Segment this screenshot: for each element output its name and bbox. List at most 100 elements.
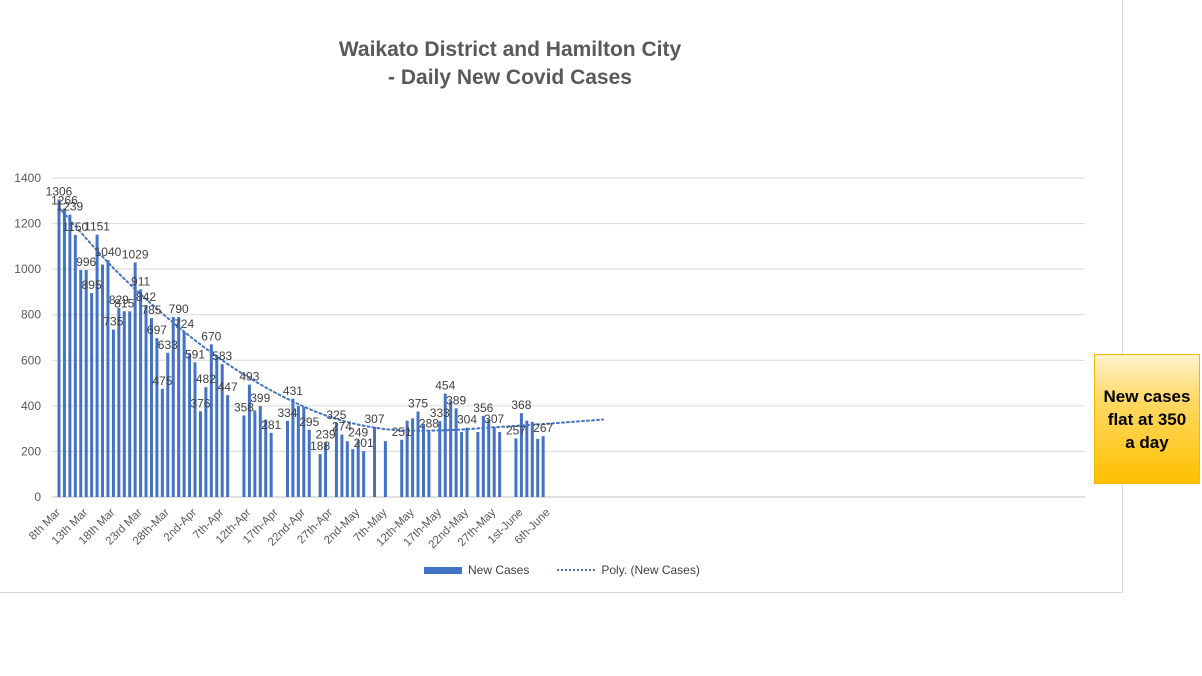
y-tick-label: 200 xyxy=(21,444,41,458)
data-label: 288 xyxy=(419,416,439,430)
data-label: 201 xyxy=(354,436,374,450)
bar xyxy=(291,398,295,497)
data-label: 493 xyxy=(239,370,259,384)
bar xyxy=(73,234,77,497)
legend-swatch-new-cases xyxy=(424,566,462,574)
data-label: 399 xyxy=(250,391,270,405)
data-label: 633 xyxy=(158,338,178,352)
trendline-poly xyxy=(58,206,604,432)
bar xyxy=(530,421,534,497)
y-tick-label: 800 xyxy=(21,308,41,322)
data-label: 389 xyxy=(446,393,466,407)
data-label: 475 xyxy=(152,374,172,388)
data-label: 431 xyxy=(283,384,303,398)
chart-title-line-1: Waikato District and Hamilton City xyxy=(338,38,682,61)
data-label: 376 xyxy=(190,396,210,410)
y-axis-ticks: 0 200 400 600 800 1000 1200 1400 xyxy=(14,171,41,504)
y-tick-label: 1200 xyxy=(14,217,41,231)
bar xyxy=(264,419,268,497)
data-label: 295 xyxy=(299,415,319,429)
data-label: 1239 xyxy=(57,200,84,214)
bar xyxy=(128,311,132,497)
bar xyxy=(133,262,137,497)
bar xyxy=(318,454,322,497)
bar xyxy=(177,316,181,497)
data-label: 670 xyxy=(201,329,221,343)
bar xyxy=(421,424,425,497)
data-label: 697 xyxy=(147,323,167,337)
y-tick-label: 400 xyxy=(21,399,41,413)
bar xyxy=(79,270,83,497)
data-label: 591 xyxy=(185,347,205,361)
bar xyxy=(525,420,529,497)
bar xyxy=(155,338,159,497)
data-label: 447 xyxy=(218,380,238,394)
bar xyxy=(106,260,110,497)
bars-new-cases xyxy=(57,199,545,498)
bar xyxy=(460,432,464,497)
bar xyxy=(198,411,202,497)
y-tick-label: 600 xyxy=(21,353,41,367)
bar xyxy=(476,432,480,497)
data-label: 1266 xyxy=(51,194,78,208)
data-label: 790 xyxy=(169,302,189,316)
trendline-path xyxy=(58,206,604,432)
bar xyxy=(139,289,143,497)
bar xyxy=(101,264,105,497)
bar xyxy=(68,214,72,497)
bar xyxy=(536,438,540,497)
bar xyxy=(220,364,224,497)
data-label: 1150 xyxy=(62,220,88,234)
bar xyxy=(519,413,523,497)
data-label: 895 xyxy=(82,278,102,292)
chart-title-line-2: - Daily New Covid Cases xyxy=(388,66,632,89)
bar xyxy=(492,427,496,497)
bar xyxy=(182,332,186,497)
bar xyxy=(498,432,502,497)
data-label: 333 xyxy=(430,406,450,420)
data-label: 325 xyxy=(326,408,346,422)
bar xyxy=(400,439,404,497)
data-label: 251 xyxy=(392,425,412,439)
y-tick-label: 0 xyxy=(34,490,41,504)
y-tick-label: 1400 xyxy=(14,171,41,185)
bar xyxy=(209,344,213,497)
data-label: 1151 xyxy=(84,220,110,234)
bar xyxy=(215,356,219,497)
data-label: 583 xyxy=(212,349,232,363)
data-label: 368 xyxy=(511,398,531,412)
bar xyxy=(258,406,262,497)
bar xyxy=(242,415,246,497)
bar xyxy=(427,431,431,497)
bar xyxy=(405,420,409,497)
bar xyxy=(481,415,485,497)
data-label: 735 xyxy=(103,315,123,329)
bar xyxy=(90,293,94,497)
data-label: 1040 xyxy=(95,245,122,259)
bar xyxy=(454,408,458,497)
bar xyxy=(253,410,257,497)
bar xyxy=(443,393,447,497)
data-label: 257 xyxy=(506,423,526,437)
bar xyxy=(465,427,469,497)
data-label: 249 xyxy=(348,425,368,439)
data-label: 454 xyxy=(435,379,455,393)
bar xyxy=(514,438,518,497)
data-label: 239 xyxy=(316,428,336,442)
bar xyxy=(226,395,230,497)
bar xyxy=(416,411,420,497)
bar xyxy=(296,405,300,497)
bar xyxy=(247,384,251,497)
data-label: 1029 xyxy=(122,248,149,262)
data-label: 307 xyxy=(484,412,504,426)
data-label: 785 xyxy=(141,303,161,317)
bar xyxy=(122,311,126,497)
data-label: 996 xyxy=(76,255,96,269)
bar xyxy=(345,441,349,497)
data-label: 274 xyxy=(332,420,352,434)
bar xyxy=(204,387,208,497)
bar xyxy=(285,420,289,497)
